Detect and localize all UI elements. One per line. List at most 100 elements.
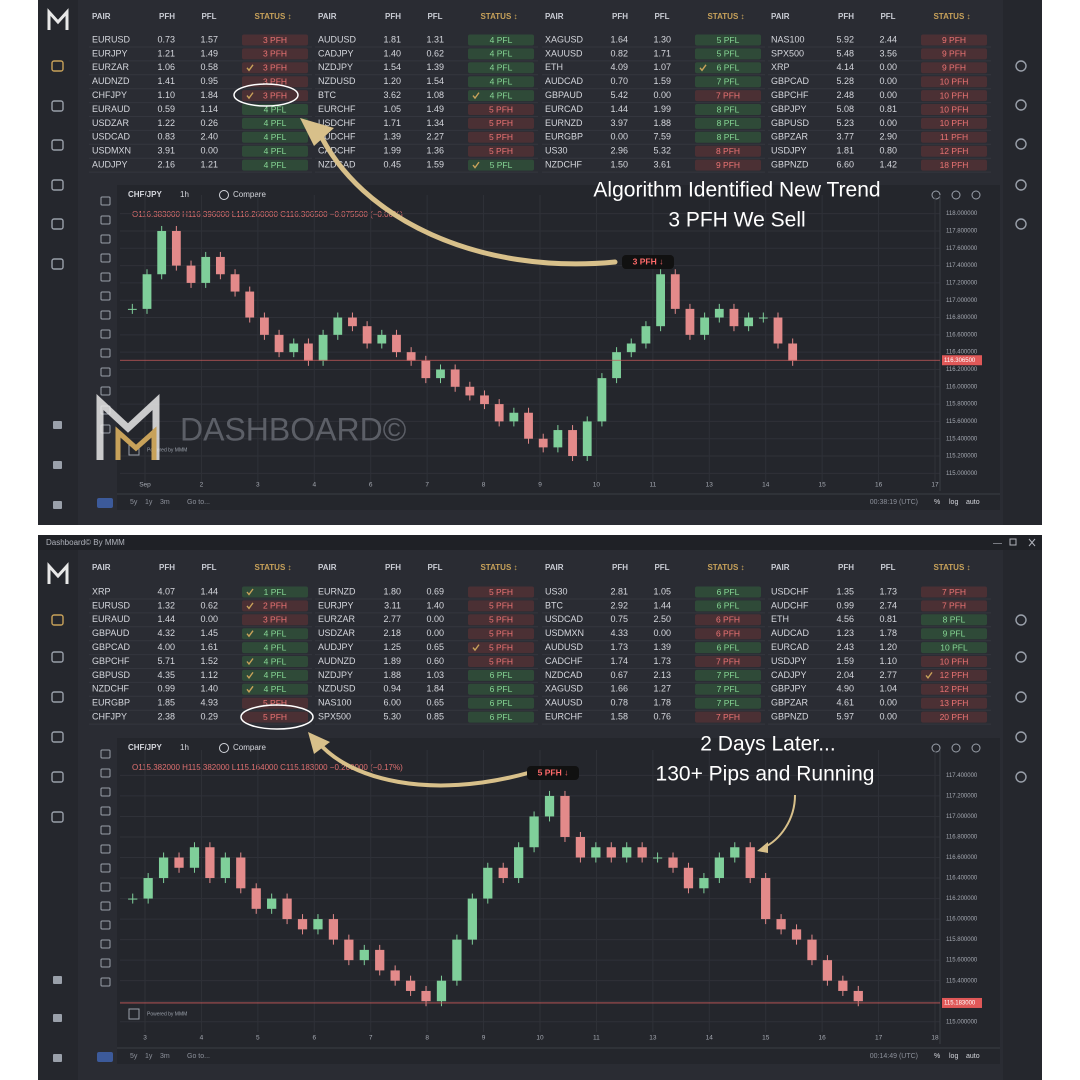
nav-icon[interactable] [51,811,64,823]
table-row[interactable]: GBPJPY 5.08 0.81 10 PFH [768,104,991,117]
table-row[interactable]: ETH 4.09 1.07 6 PFL [542,62,765,76]
compare-button[interactable]: Compare [233,743,266,752]
table-row[interactable]: GBPAUD 5.42 0.00 7 PFH [542,90,765,104]
table-row[interactable]: AUDCAD 1.23 1.78 9 PFL [768,628,991,642]
drawing-tool[interactable] [100,291,111,301]
table-row[interactable]: SPX500 5.30 0.85 6 PFL [315,711,538,725]
table-row[interactable]: XAGUSD 1.66 1.27 7 PFL [542,684,765,697]
drawing-tool[interactable] [100,939,111,949]
table-row[interactable]: EURCHF 1.58 0.76 7 PFH [542,711,765,725]
toolbar-icon[interactable] [951,743,961,753]
table-row[interactable]: GBPZAR 3.77 2.90 11 PFH [768,132,991,145]
drawing-tool[interactable] [100,196,111,206]
table-row[interactable]: GBPNZD 6.60 1.42 18 PFH [768,159,991,173]
mode-button[interactable]: log [949,1053,958,1060]
table-row[interactable]: XAGUSD 1.64 1.30 5 PFL [542,34,765,48]
table-row[interactable]: EURGBP 0.00 7.59 8 PFL [542,132,765,145]
nav-icon[interactable] [53,1014,62,1022]
drawing-tool[interactable] [100,386,111,396]
table-row[interactable]: EURCAD 2.43 1.20 10 PFL [768,642,991,656]
range-button[interactable]: 3m [160,499,170,506]
table-row[interactable]: USDJPY 1.81 0.80 12 PFH [768,146,991,159]
nav-icon[interactable] [51,691,64,703]
range-button[interactable]: 1y [145,1053,153,1060]
nav-icon[interactable] [51,100,64,112]
drawing-tool[interactable] [100,253,111,263]
mode-button[interactable]: log [949,499,958,506]
table-row[interactable]: BTC 2.92 1.44 6 PFL [542,600,765,614]
toolbar-icon[interactable] [971,743,981,753]
table-row[interactable]: CADJPY 2.04 2.77 12 PFH [768,670,991,683]
table-row[interactable]: GBPCAD 5.28 0.00 10 PFH [768,76,991,90]
table-row[interactable]: XRP 4.07 1.44 1 PFL [89,586,312,600]
nav-icon[interactable] [51,218,64,230]
nav-icon[interactable] [51,614,64,626]
table-row[interactable]: GBPAUD 4.32 1.45 4 PFL [89,628,312,642]
table-row[interactable]: USDCAD 0.83 2.40 4 PFL [89,132,312,145]
table-row[interactable]: EURZAR 2.77 0.00 5 PFH [315,614,538,628]
table-row[interactable]: NZDUSD 0.94 1.84 6 PFL [315,684,538,697]
table-row[interactable]: USDJPY 1.59 1.10 10 PFH [768,656,991,669]
table-row[interactable]: AUDCAD 0.70 1.59 7 PFL [542,76,765,90]
table-row[interactable]: NZDJPY 1.54 1.39 4 PFL [315,62,538,76]
table-row[interactable]: CADCHF 1.74 1.73 7 PFH [542,656,765,669]
drawing-tool[interactable] [100,367,111,377]
table-row[interactable]: EURAUD 0.59 1.14 4 PFL [89,104,312,117]
drawing-tool[interactable] [100,329,111,339]
table-row[interactable]: NAS100 6.00 0.65 6 PFL [315,698,538,711]
drawing-tool[interactable] [100,768,111,778]
symbol[interactable]: CHF/JPY [128,743,162,752]
table-row[interactable]: XAUUSD 0.82 1.71 5 PFL [542,48,765,62]
symbol[interactable]: CHF/JPY [128,190,162,199]
table-row[interactable]: EURZAR 1.06 0.58 3 PFH [89,62,312,76]
table-row[interactable]: CHFJPY 2.38 0.29 5 PFH [89,711,312,725]
range-button[interactable]: 5y [130,499,138,506]
goto-button[interactable]: Go to... [187,499,210,506]
nav-icon[interactable] [53,976,62,984]
drawing-tool[interactable] [100,310,111,320]
table-row[interactable]: NZDCHF 0.99 1.40 4 PFL [89,684,312,697]
drawing-tool[interactable] [100,882,111,892]
drawing-tool[interactable] [100,920,111,930]
toolbar-icon[interactable] [971,190,981,200]
table-row[interactable]: EURUSD 1.32 0.62 2 PFH [89,600,312,614]
nav-icon[interactable] [51,771,64,783]
nav-icon[interactable] [51,179,64,191]
table-row[interactable]: GBPJPY 4.90 1.04 12 PFH [768,684,991,697]
table-row[interactable]: AUDCHF 1.39 2.27 5 PFH [315,132,538,145]
table-row[interactable]: AUDCHF 0.99 2.74 7 PFH [768,600,991,614]
table-row[interactable]: NAS100 5.92 2.44 9 PFH [768,34,991,48]
interval[interactable]: 1h [180,743,189,752]
side-icon[interactable] [1015,99,1027,111]
drawing-tool[interactable] [100,825,111,835]
nav-icon[interactable] [51,731,64,743]
mode-button[interactable]: % [934,499,940,506]
table-row[interactable]: NZDUSD 1.20 1.54 4 PFL [315,76,538,90]
table-row[interactable]: AUDNZD 1.89 0.60 5 PFH [315,656,538,669]
table-row[interactable]: AUDUSD 1.73 1.39 6 PFL [542,642,765,656]
side-icon[interactable] [1015,218,1027,230]
table-row[interactable]: GBPUSD 5.23 0.00 10 PFH [768,118,991,131]
table-row[interactable]: XAUUSD 0.78 1.78 7 PFL [542,698,765,711]
side-icon[interactable] [1015,138,1027,150]
mode-button[interactable]: auto [966,499,980,506]
side-icon[interactable] [1015,179,1027,191]
compare-button[interactable]: Compare [233,190,266,199]
table-row[interactable]: EURAUD 1.44 0.00 3 PFH [89,614,312,628]
drawing-tool[interactable] [100,215,111,225]
table-row[interactable]: US30 2.96 5.32 8 PFH [542,146,765,159]
nav-icon[interactable] [51,258,64,270]
table-row[interactable]: BTC 3.62 1.08 4 PFL [315,90,538,104]
nav-icon[interactable] [51,139,64,151]
side-icon[interactable] [1015,731,1027,743]
table-row[interactable]: CADCHF 1.99 1.36 5 PFH [315,146,538,159]
nav-icon[interactable] [53,501,62,509]
nav-icon[interactable] [51,60,64,72]
minimize-button[interactable]: — [993,537,1002,547]
table-row[interactable]: AUDJPY 2.16 1.21 4 PFL [89,159,312,173]
nav-icon[interactable] [51,651,64,663]
table-row[interactable]: USDZAR 2.18 0.00 5 PFH [315,628,538,642]
mode-button[interactable]: % [934,1053,940,1060]
goto-button[interactable]: Go to... [187,1053,210,1060]
drawing-tool[interactable] [100,234,111,244]
